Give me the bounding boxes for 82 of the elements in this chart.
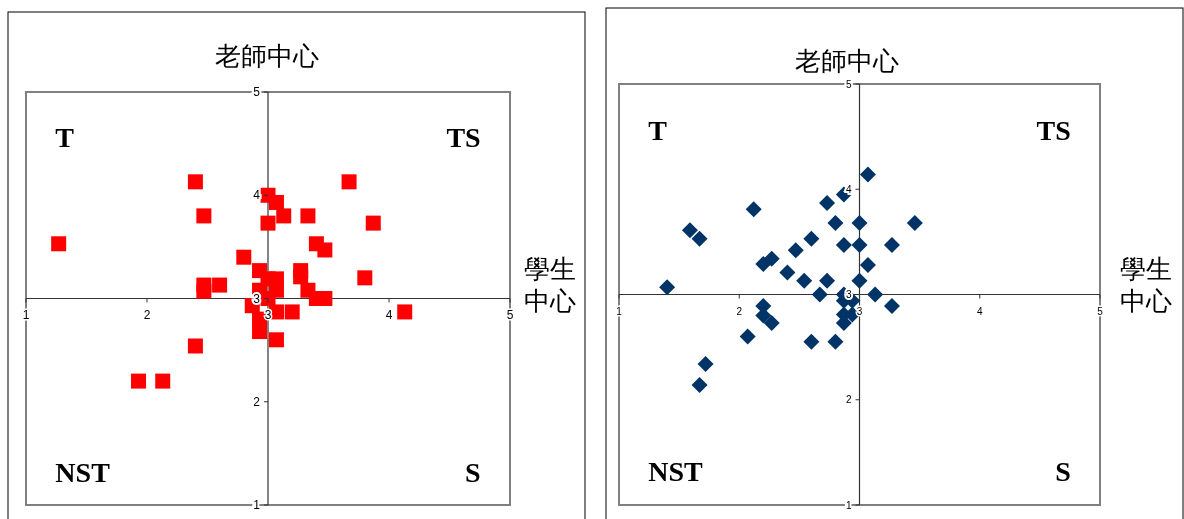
- y-tick-label: 4: [845, 183, 852, 195]
- point: [196, 283, 212, 299]
- annotation: TS: [446, 122, 481, 154]
- point: [859, 166, 876, 183]
- annotation: S: [1055, 456, 1071, 488]
- y-tick-label: 5: [845, 78, 852, 90]
- point: [763, 314, 780, 331]
- y-axis-title: 老師中心: [795, 46, 899, 76]
- point: [883, 237, 900, 254]
- point: [835, 237, 852, 254]
- point: [260, 215, 276, 231]
- annotation: TS: [1036, 115, 1071, 147]
- point: [779, 264, 796, 281]
- annotation: T: [648, 115, 668, 147]
- x-tick-label: 3: [856, 305, 863, 317]
- point: [268, 332, 284, 348]
- point: [851, 237, 868, 254]
- point: [819, 272, 836, 289]
- point: [697, 355, 714, 372]
- point: [739, 328, 756, 345]
- annotation: T: [55, 122, 75, 154]
- point: [745, 201, 762, 218]
- point: [341, 174, 357, 190]
- annotation: NST: [55, 456, 111, 488]
- annotation: NST: [648, 456, 704, 488]
- point: [300, 208, 316, 224]
- y-tick-label: 2: [845, 394, 852, 406]
- point: [268, 194, 284, 210]
- annotation: S: [465, 456, 481, 488]
- point: [659, 279, 676, 296]
- point: [787, 242, 804, 259]
- point: [196, 208, 212, 224]
- point: [851, 214, 868, 231]
- y-tick-label: 5: [253, 85, 261, 100]
- point: [317, 242, 333, 258]
- y-tick-label: 1: [845, 499, 852, 511]
- y-tick-label: 3: [253, 291, 261, 306]
- point: [859, 257, 876, 274]
- y-axis-title: 老師中心: [215, 41, 319, 71]
- point: [155, 373, 171, 389]
- point: [236, 249, 252, 265]
- point: [883, 298, 900, 315]
- point: [851, 272, 868, 289]
- point: [276, 208, 292, 224]
- y-tick-label: 4: [253, 188, 261, 203]
- x-axis-title: 學生中心: [524, 254, 576, 316]
- point: [796, 272, 813, 289]
- x-tick-label: 2: [736, 305, 743, 317]
- point: [811, 286, 828, 303]
- x-tick-label: 4: [385, 307, 393, 322]
- point: [365, 215, 381, 231]
- y-tick-label: 2: [253, 394, 261, 409]
- point: [187, 174, 203, 190]
- x-axis-title: 學生中心: [1120, 254, 1172, 316]
- x-tick-label: 1: [616, 305, 623, 317]
- point: [293, 269, 309, 285]
- point: [819, 194, 836, 211]
- point: [51, 236, 67, 252]
- y-tick-label: 1: [253, 498, 261, 513]
- x-tick-label: 3: [264, 307, 272, 322]
- point: [681, 222, 698, 239]
- point: [357, 270, 373, 286]
- point: [827, 214, 844, 231]
- x-tick-label: 5: [1097, 305, 1104, 317]
- point: [131, 373, 147, 389]
- point: [803, 333, 820, 350]
- point: [397, 304, 413, 320]
- point: [187, 338, 203, 354]
- point: [691, 377, 708, 394]
- point: [803, 230, 820, 247]
- point: [252, 324, 268, 340]
- point: [867, 286, 884, 303]
- y-tick-label: 3: [845, 289, 852, 300]
- x-tick-label: 2: [143, 307, 151, 322]
- point: [906, 214, 923, 231]
- point: [827, 333, 844, 350]
- point: [284, 304, 300, 320]
- point: [212, 277, 228, 293]
- x-tick-label: 4: [976, 305, 983, 317]
- x-tick-label: 5: [506, 307, 514, 322]
- point: [691, 230, 708, 247]
- point: [755, 255, 772, 272]
